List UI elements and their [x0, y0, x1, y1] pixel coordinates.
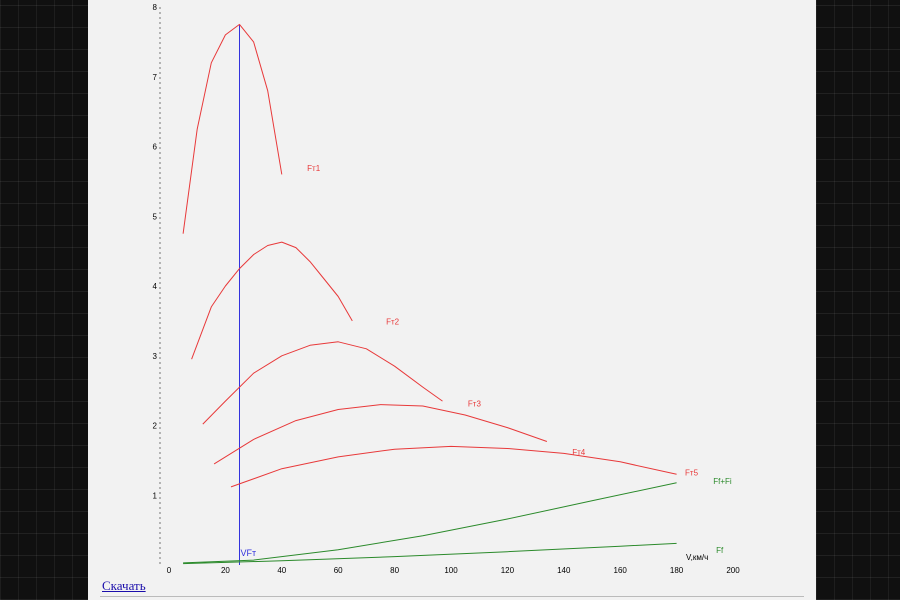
series-label-fт2: Fт2	[386, 317, 400, 326]
x-tick-label: 80	[390, 566, 399, 575]
x-tick-label: 140	[557, 566, 571, 575]
content-area: 1 2 3 4 5 6 7 8 0 20 40 60 80 100 120 140 160 180 200 VFт …	[88, 0, 816, 600]
series-layer	[182, 23, 677, 565]
x-tick-label: 0	[167, 566, 172, 575]
series-line-ff	[183, 542, 677, 565]
y-tick-label: 2	[153, 422, 158, 431]
series-line-fт4	[213, 404, 548, 465]
bottom-divider	[100, 596, 804, 597]
series-label-fт3: Fт3	[468, 400, 482, 409]
labels-layer: V,км/ч Fт1 Fт2 Fт3 Fт4 Fт5 Ff+Fi Ff	[307, 164, 732, 562]
x-tick-label: 100	[444, 566, 458, 575]
right-decorative-panel	[816, 0, 900, 600]
x-tick-label: 40	[277, 566, 286, 575]
download-link[interactable]: Скачать	[102, 578, 146, 593]
y-tick-label: 5	[153, 212, 158, 221]
x-tick-label: 60	[334, 566, 343, 575]
left-decorative-panel	[0, 0, 88, 600]
series-line-fт2	[191, 241, 353, 360]
y-tick-label: 4	[153, 282, 158, 291]
series-label-fт5: Fт5	[685, 469, 699, 478]
series-label-fт4: Fт4	[572, 448, 586, 457]
x-tick-label: 200	[726, 566, 740, 575]
y-tick-label: 3	[153, 352, 158, 361]
y-tick-label: 6	[153, 143, 158, 152]
series-line-fт3	[202, 341, 443, 425]
series-label-ff: Ff	[716, 546, 724, 555]
x-tick-label: 120	[501, 566, 515, 575]
y-tick-label: 1	[153, 491, 158, 500]
series-line-fт5	[230, 445, 677, 488]
x-axis-label: V,км/ч	[686, 553, 708, 562]
marker-layer: VFт	[239, 24, 257, 565]
x-tick-label: 20	[221, 566, 230, 575]
x-tick-label: 180	[670, 566, 684, 575]
series-label-fт1: Fт1	[307, 164, 321, 173]
x-tick-label: 160	[614, 566, 628, 575]
series-line-ff-fi	[183, 482, 677, 564]
series-line-fт1	[182, 23, 283, 234]
y-tick-label: 7	[153, 73, 158, 82]
series-label-ff-fi: Ff+Fi	[713, 477, 732, 486]
y-tick-label: 8	[153, 3, 158, 12]
marker-label-vfт: VFт	[241, 548, 257, 558]
